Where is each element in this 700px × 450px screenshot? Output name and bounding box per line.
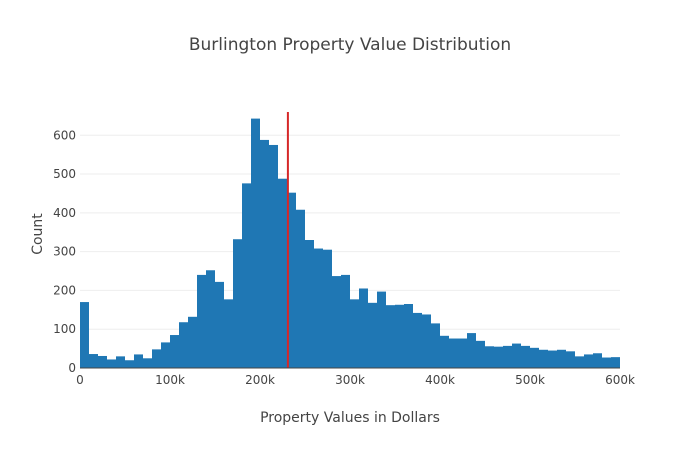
histogram-bar xyxy=(368,302,377,368)
histogram-bar xyxy=(548,350,557,368)
histogram-bar xyxy=(323,249,332,368)
histogram-bar xyxy=(530,347,539,368)
histogram-bar xyxy=(116,356,125,368)
x-tick-label: 300k xyxy=(335,373,365,387)
chart-title: Burlington Property Value Distribution xyxy=(189,35,511,55)
y-axis-label: Count xyxy=(30,213,46,255)
histogram-bar xyxy=(422,314,431,368)
gridlines xyxy=(80,134,620,330)
y-tick-label: 0 xyxy=(68,361,76,375)
histogram-bar xyxy=(467,333,476,368)
histogram-bar xyxy=(89,354,98,368)
histogram-bar xyxy=(575,356,584,368)
histogram-bar xyxy=(224,299,233,368)
histogram-bar xyxy=(152,349,161,368)
histogram-bar xyxy=(80,302,89,368)
histogram-bar xyxy=(215,281,224,368)
histogram-bar xyxy=(305,240,314,368)
histogram-bar xyxy=(521,345,530,368)
x-tick-label: 0 xyxy=(76,373,84,387)
histogram-bar xyxy=(602,357,611,368)
histogram-bar xyxy=(197,274,206,368)
histogram-bar xyxy=(557,349,566,368)
histogram-bar xyxy=(431,323,440,368)
x-tick-label: 100k xyxy=(155,373,185,387)
histogram-bar xyxy=(170,335,179,368)
histogram-bar xyxy=(233,239,242,368)
histogram-bar xyxy=(404,304,413,368)
histogram-bar xyxy=(314,248,323,368)
y-tick-label: 400 xyxy=(53,206,76,220)
histogram-bar xyxy=(566,351,575,368)
histogram-bar xyxy=(134,354,143,368)
y-tick-label: 200 xyxy=(53,283,76,297)
histogram-bar xyxy=(476,340,485,368)
histogram-bar xyxy=(107,359,116,368)
histogram-bar xyxy=(494,346,503,368)
histogram-bar xyxy=(386,305,395,368)
x-tick-label: 200k xyxy=(245,373,275,387)
histogram-bar xyxy=(359,288,368,368)
histogram-bar xyxy=(395,304,404,368)
histogram-bar xyxy=(206,270,215,368)
histogram-bar xyxy=(458,338,467,368)
histogram-bar xyxy=(485,346,494,368)
histogram-bar xyxy=(98,355,107,368)
histogram-bar xyxy=(251,118,260,369)
histogram-bars xyxy=(80,118,620,369)
histogram-bar xyxy=(242,183,251,368)
histogram-bar xyxy=(296,209,305,368)
histogram-bar xyxy=(377,291,386,368)
x-tick-label: 600k xyxy=(605,373,635,387)
x-axis-label: Property Values in Dollars xyxy=(260,410,440,426)
histogram-bar xyxy=(188,316,197,368)
histogram-bar xyxy=(341,274,350,368)
y-tick-label: 100 xyxy=(53,322,76,336)
histogram-bar xyxy=(179,322,188,368)
histogram-bar xyxy=(539,349,548,368)
histogram-bar xyxy=(611,357,620,368)
histogram-bar xyxy=(440,335,449,368)
histogram-bar xyxy=(143,358,152,368)
histogram-bar xyxy=(260,139,269,368)
axes: 0 100 200 300 400 500 600 0 100k 200k 300k 400k 500k… xyxy=(53,128,635,387)
histogram-bar xyxy=(269,144,278,368)
x-tick-label: 400k xyxy=(425,373,455,387)
histogram-bar xyxy=(413,312,422,368)
histogram-bar xyxy=(512,343,521,368)
histogram-bar xyxy=(278,178,287,368)
histogram-bar xyxy=(125,360,134,368)
histogram-bar xyxy=(503,345,512,368)
histogram-bar xyxy=(332,276,341,368)
histogram-bar xyxy=(350,299,359,368)
x-tick-label: 500k xyxy=(515,373,545,387)
histogram-bar xyxy=(584,354,593,368)
histogram-bar xyxy=(287,192,296,368)
y-tick-label: 500 xyxy=(53,167,76,181)
y-tick-label: 600 xyxy=(53,128,76,142)
histogram-bar xyxy=(449,338,458,368)
histogram-bar xyxy=(593,353,602,368)
histogram-bar xyxy=(161,342,170,368)
y-tick-label: 300 xyxy=(53,245,76,259)
